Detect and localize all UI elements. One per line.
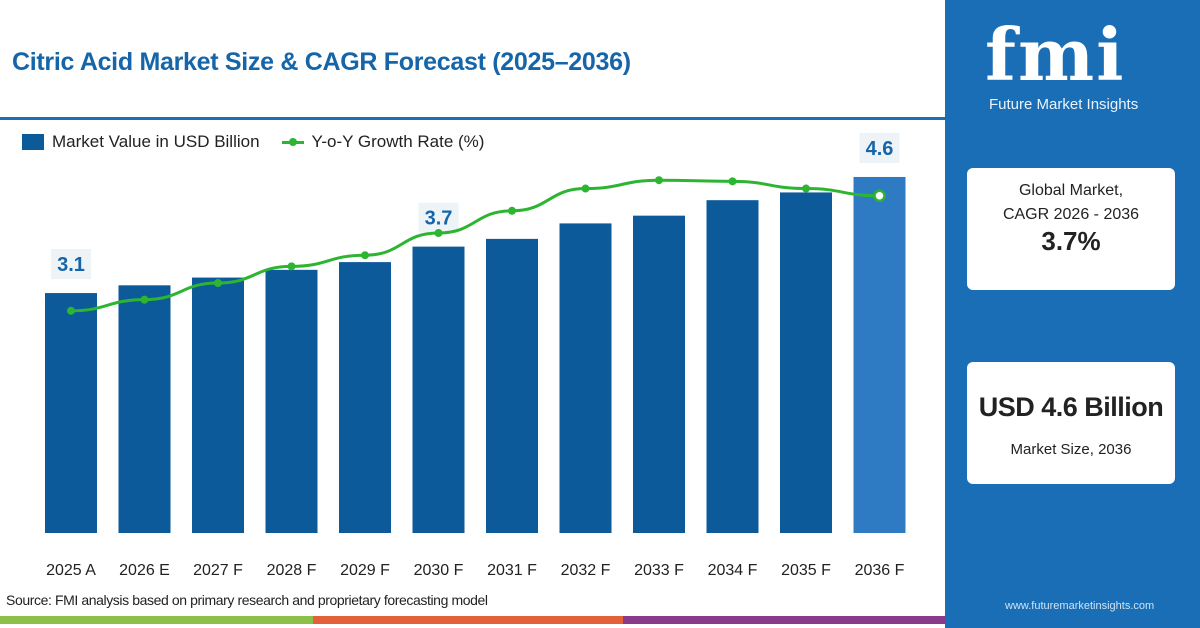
info-panel: fmi Future Market Insights Global Market… <box>945 0 1200 628</box>
growth-point <box>873 189 886 203</box>
x-tick-label: 2029 F <box>340 562 390 579</box>
x-tick-label: 2030 F <box>414 562 464 579</box>
chart-plot: 2025 A 3.1 2026 E 2027 F 2028 F 2029 F 2030 F 3… <box>45 132 906 579</box>
legend-line-swatch <box>281 137 304 146</box>
legend-bar-label: Market Value in USD Billion <box>52 132 260 151</box>
bar-2027-F <box>192 277 244 533</box>
legend-line-label: Y-o-Y Growth Rate (%) <box>311 132 485 151</box>
cagr-card: Global Market, CAGR 2026 - 2036 3.7% <box>967 168 1175 290</box>
bar-2028-F <box>265 269 318 533</box>
growth-point <box>508 206 516 215</box>
chart-panel: Citric Acid Market Size & CAGR Forecast … <box>0 48 945 624</box>
website-url: www.futuremarketinsights.com <box>1005 600 1155 612</box>
fmi-logo: fmi <box>985 12 1126 97</box>
growth-point <box>802 184 810 193</box>
market-size-label: Market Size, 2036 <box>1010 441 1132 458</box>
x-tick-label: 2032 F <box>561 562 611 579</box>
x-tick-label: 2034 F <box>708 562 758 579</box>
x-tick-label: 2027 F <box>193 562 243 579</box>
data-label: 3.1 <box>57 254 85 276</box>
title-divider <box>0 117 945 120</box>
bar-2030-F <box>412 246 465 533</box>
x-tick-label: 2035 F <box>781 562 831 579</box>
growth-point <box>581 184 590 193</box>
growth-point <box>140 295 149 304</box>
bar-2032-F <box>559 223 612 533</box>
bar-2029-F <box>339 262 391 533</box>
data-label-bg <box>859 132 900 163</box>
bar-2025-A <box>45 293 97 533</box>
bar-2031-F <box>486 238 538 533</box>
growth-point <box>434 229 443 237</box>
data-label: 4.6 <box>866 138 894 160</box>
growth-point <box>728 177 737 186</box>
growth-point <box>655 176 663 185</box>
data-label: 3.7 <box>425 208 453 230</box>
growth-point <box>214 279 222 287</box>
chart-title: Citric Acid Market Size & CAGR Forecast … <box>12 48 631 76</box>
growth-point <box>361 251 369 260</box>
bar-2033-F <box>633 215 685 533</box>
x-tick-label: 2036 F <box>855 562 905 579</box>
x-tick-label: 2033 F <box>634 562 684 579</box>
bar-2026-E <box>118 285 171 533</box>
cagr-label-1: Global Market, <box>1018 182 1124 199</box>
bar-2036-F <box>853 176 906 533</box>
x-tick-label: 2028 F <box>267 562 317 579</box>
growth-point <box>287 262 296 271</box>
market-size-card: USD 4.6 Billion Market Size, 2036 <box>967 362 1175 484</box>
bar-2035-F <box>780 192 832 533</box>
data-label-bg <box>418 202 459 233</box>
market-size-value: USD 4.6 Billion <box>978 392 1164 422</box>
legend: Market Value in USD Billion Y-o-Y Growth… <box>22 132 484 152</box>
growth-point <box>67 306 75 315</box>
source-note: Source: FMI analysis based on primary re… <box>6 592 488 608</box>
cagr-label-2: CAGR 2026 - 2036 <box>1002 206 1140 223</box>
data-label-bg <box>51 249 91 280</box>
cagr-value: 3.7% <box>1041 226 1101 256</box>
color-band-green <box>0 616 313 624</box>
x-tick-label: 2026 E <box>119 562 170 579</box>
bar-2034-F <box>706 200 759 533</box>
brand-name: Future Market Insights <box>989 96 1139 113</box>
x-tick-label: 2031 F <box>487 562 537 579</box>
color-band-orange <box>313 616 623 624</box>
legend-bar-swatch <box>22 134 44 150</box>
x-tick-label: 2025 A <box>46 562 96 579</box>
color-band-purple <box>623 616 945 624</box>
